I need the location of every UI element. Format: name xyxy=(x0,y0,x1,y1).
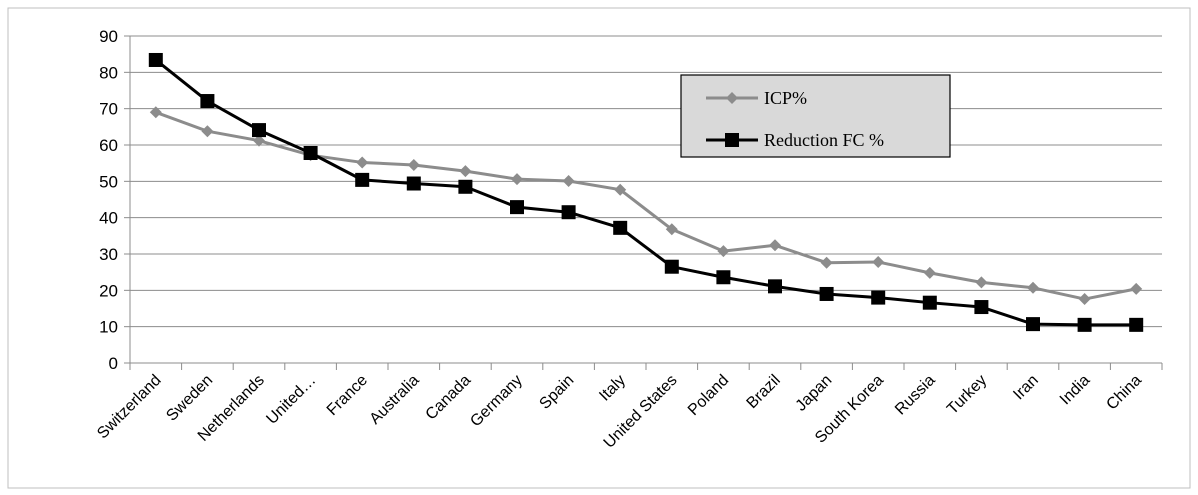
data-point xyxy=(253,134,265,147)
y-tick-label: 0 xyxy=(109,354,118,373)
legend-label: Reduction FC % xyxy=(764,130,884,150)
data-point xyxy=(510,200,524,215)
legend-item: Reduction FC % xyxy=(706,130,884,150)
y-tick-label: 90 xyxy=(99,27,118,46)
data-point xyxy=(769,239,781,252)
data-point xyxy=(717,245,730,258)
legend-label: ICP% xyxy=(764,88,807,108)
data-point xyxy=(819,286,834,301)
data-point xyxy=(201,125,214,138)
data-point xyxy=(252,123,266,138)
legend-box xyxy=(680,74,951,158)
data-point xyxy=(458,179,473,194)
data-point xyxy=(1130,282,1143,295)
y-tick-label: 70 xyxy=(99,100,118,119)
data-point xyxy=(148,52,163,67)
data-point xyxy=(820,256,833,269)
data-point xyxy=(871,290,886,305)
series-reduction-fc xyxy=(148,52,1144,332)
data-point xyxy=(355,172,370,187)
legend-item: ICP% xyxy=(706,88,807,108)
series-group xyxy=(148,52,1144,332)
data-point xyxy=(1129,317,1144,332)
data-point xyxy=(614,183,627,196)
series-line xyxy=(154,58,1137,327)
data-point xyxy=(406,176,421,191)
legend: ICP% Reduction FC % xyxy=(680,74,951,158)
data-point xyxy=(768,279,782,294)
data-point xyxy=(303,145,318,160)
data-point xyxy=(665,223,678,236)
data-point xyxy=(922,295,937,310)
legend-marker xyxy=(726,92,738,104)
data-point xyxy=(561,205,576,220)
y-tick-label: 50 xyxy=(99,172,118,191)
legend-marker xyxy=(725,133,739,147)
data-point xyxy=(511,173,523,186)
y-tick-label: 40 xyxy=(99,209,118,228)
y-tick-label: 10 xyxy=(99,318,118,337)
chart-frame xyxy=(7,7,1191,489)
data-point xyxy=(562,174,575,187)
data-point xyxy=(975,276,988,289)
data-point xyxy=(613,220,628,235)
data-point xyxy=(200,94,215,109)
data-point xyxy=(923,266,936,279)
data-point xyxy=(1078,293,1091,306)
data-point xyxy=(716,270,731,285)
y-axis-ticks: 0 10 20 30 40 50 60 70 80 90 xyxy=(99,27,130,373)
y-tick-label: 60 xyxy=(99,136,118,155)
data-point xyxy=(974,300,989,315)
data-point xyxy=(664,259,679,274)
y-tick-label: 20 xyxy=(99,281,118,300)
gridlines xyxy=(130,35,1162,364)
data-point xyxy=(872,255,885,268)
y-tick-label: 80 xyxy=(99,63,118,82)
data-point xyxy=(459,165,472,178)
data-point xyxy=(1027,281,1039,294)
data-point xyxy=(1026,317,1040,332)
data-point xyxy=(149,106,162,119)
data-point xyxy=(356,156,369,169)
y-tick-label: 30 xyxy=(99,245,118,264)
data-point xyxy=(1077,317,1092,332)
data-point xyxy=(407,158,420,171)
